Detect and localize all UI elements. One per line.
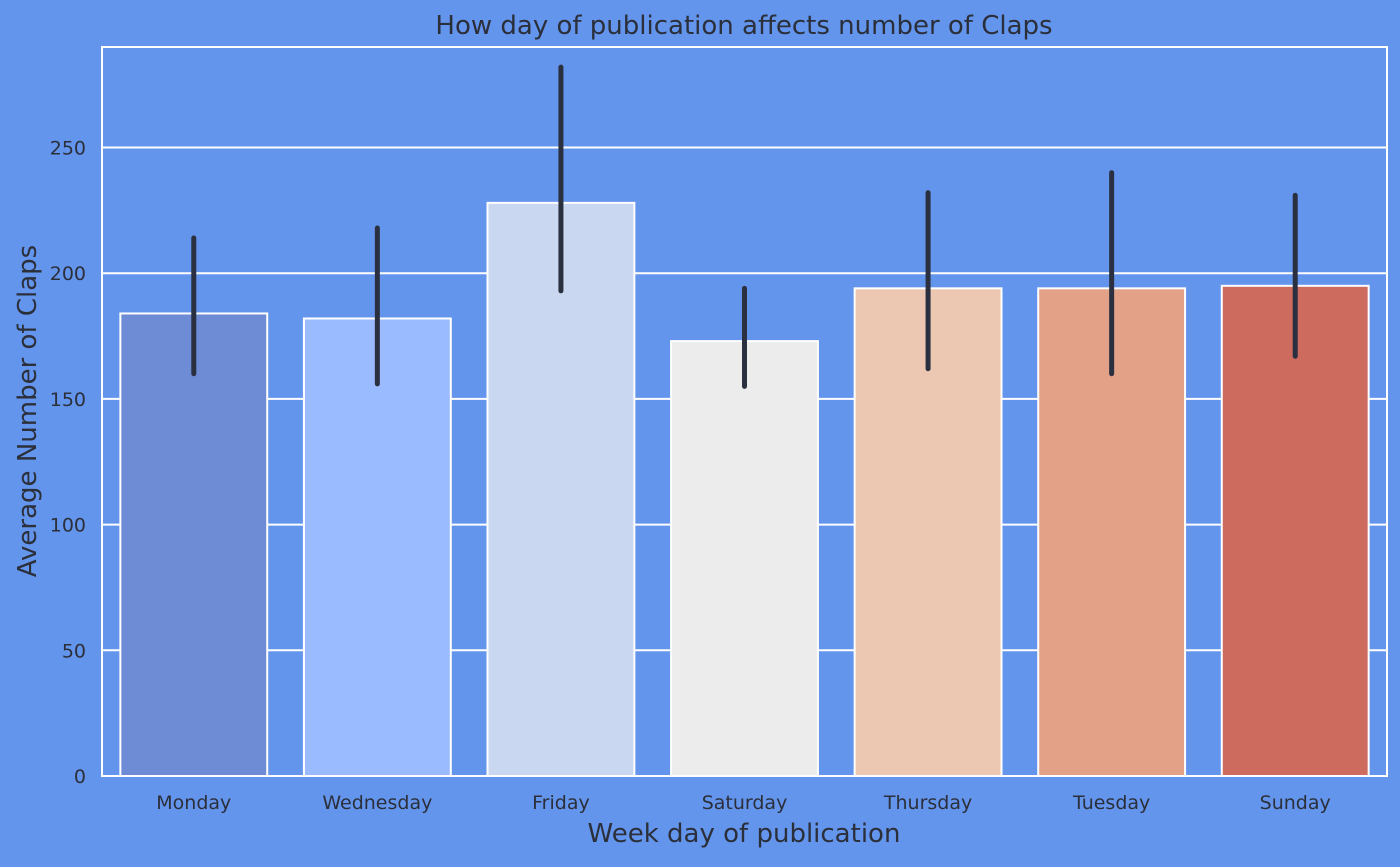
y-tick-label: 200: [50, 263, 86, 285]
bars: [119, 201, 1370, 778]
error-bars: [191, 64, 1298, 389]
x-tick-label: Tuesday: [1072, 792, 1150, 814]
x-tick-label: Friday: [532, 792, 590, 814]
y-tick-label: 250: [50, 138, 86, 160]
bar-saturday: [670, 340, 819, 777]
bar-friday: [486, 201, 636, 778]
y-tick-label: 50: [62, 640, 86, 662]
x-tick-labels: Monday Wednesday Friday Saturday Thursday Tue…: [156, 792, 1330, 814]
x-tick-label: Wednesday: [322, 792, 432, 814]
y-tick-label: 100: [50, 515, 86, 537]
x-axis-label: Week day of publication: [588, 819, 901, 849]
bar-wednesday: [302, 317, 452, 777]
x-tick-label: Thursday: [883, 792, 972, 814]
y-tick-labels: 0 50 100 150 200 250: [50, 138, 86, 788]
bar-sunday: [1220, 284, 1370, 777]
bar-monday: [119, 312, 269, 777]
y-axis-label: Average Number of Claps: [13, 245, 43, 577]
y-tick-label: 0: [74, 766, 86, 788]
x-tick-label: Saturday: [702, 792, 788, 814]
y-tick-label: 150: [50, 389, 86, 411]
x-tick-label: Monday: [156, 792, 231, 814]
chart-title: How day of publication affects number of…: [435, 11, 1052, 41]
x-tick-label: Sunday: [1260, 792, 1331, 814]
